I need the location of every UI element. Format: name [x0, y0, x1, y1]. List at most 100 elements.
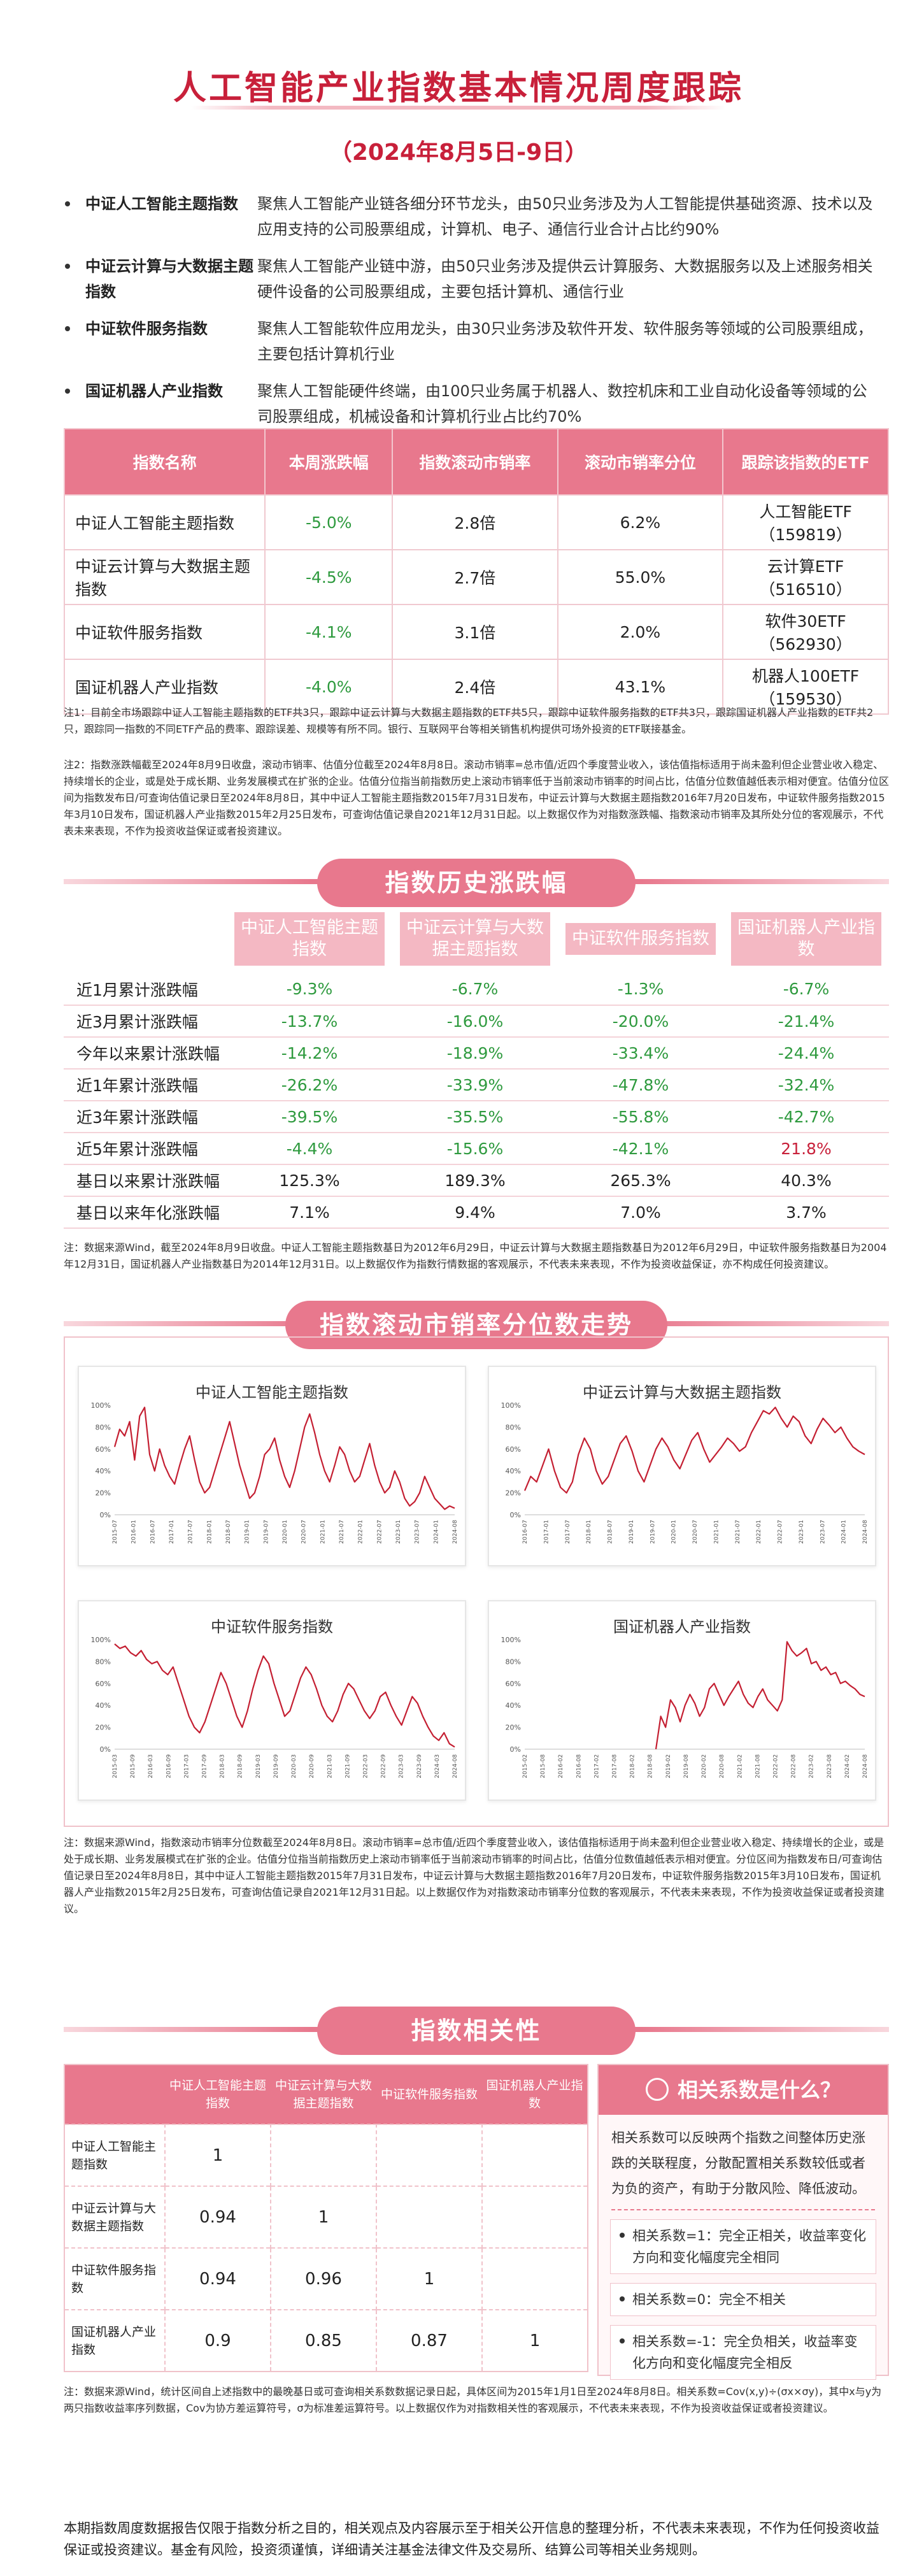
ps-ratio-cell: 2.4倍: [392, 659, 558, 715]
value-cell: 7.1%: [227, 1196, 392, 1229]
x-tick-label: 2024-08: [862, 1754, 869, 1778]
table-row: 近1年累计涨跌幅 -26.2% -33.9% -47.8% -32.4%: [64, 1069, 889, 1101]
correlation-cell: 1: [165, 2124, 271, 2186]
table-row: 近1月累计涨跌幅 -9.3% -6.7% -1.3% -6.7%: [64, 973, 889, 1006]
x-tick-label: 2018-01: [206, 1520, 213, 1544]
x-tick-label: 2024-08: [862, 1520, 869, 1544]
y-tick-label: 0%: [100, 1511, 111, 1519]
description-name: 中证软件服务指数: [85, 320, 208, 338]
chart-title: 中证人工智能主题指数: [195, 1384, 348, 1401]
y-tick-label: 80%: [506, 1423, 521, 1431]
y-tick-label: 100%: [501, 1401, 521, 1410]
value-cell: -15.6%: [392, 1133, 558, 1165]
x-tick-label: 2018-09: [238, 1754, 244, 1778]
value-cell: -24.4%: [723, 1037, 889, 1070]
row-label: 近1月累计涨跌幅: [64, 973, 227, 1006]
footer-disclaimer: 本期指数周度数据报告仅限于指数分析之目的，相关观点及内容展示至于相关公开信息的整…: [64, 2521, 879, 2558]
column-header: 跟踪该指数的ETF: [722, 428, 889, 496]
x-tick-label: 2018-02: [630, 1754, 636, 1778]
column-header-label: 中证云计算与大数据主题指数: [400, 912, 550, 966]
column-header: 中证云计算与大数据主题指数: [271, 2064, 376, 2124]
x-tick-label: 2022-01: [358, 1520, 364, 1544]
x-tick-label: 2021-07: [735, 1520, 741, 1544]
trend-charts-area: 中证人工智能主题指数 100% 80% 60% 40% 20% 0% 2015-07 2016…: [64, 1336, 889, 1827]
x-tick-label: 2015-07: [112, 1520, 118, 1544]
bullet-icon: [65, 264, 70, 269]
y-tick-label: 20%: [506, 1724, 521, 1732]
x-tick-label: 2020-09: [309, 1754, 315, 1778]
history-table-body: 近1月累计涨跌幅 -9.3% -6.7% -1.3% -6.7% 近3月累计涨跌幅 -13.…: [64, 973, 889, 1229]
row-label: 国证机器人产业指数: [64, 2309, 166, 2372]
x-tick-label: 2017-01: [543, 1520, 550, 1544]
etf-code: （159819）: [759, 526, 852, 544]
etf-code: （516510）: [759, 580, 852, 599]
x-tick-label: 2016-02: [558, 1754, 564, 1778]
y-tick-label: 40%: [96, 1701, 111, 1710]
value-cell: -14.2%: [227, 1037, 392, 1070]
value-cell: -42.7%: [723, 1101, 889, 1133]
x-tick-label: 2021-03: [327, 1754, 333, 1778]
x-tick-label: 2023-07: [820, 1520, 826, 1544]
x-tick-label: 2021-09: [345, 1754, 351, 1778]
x-tick-label: 2021-01: [320, 1520, 326, 1544]
x-tick-label: 2016-01: [131, 1520, 138, 1544]
correlation-explainer: 相关系数是什么？ 相关系数可以反映两个指数之间整体历史涨跌的关联程度，分散配置相…: [597, 2064, 889, 2380]
table-row: 中证软件服务指数 -4.1% 3.1倍 2.0% 软件30ETF （562930）: [63, 604, 889, 660]
x-tick-label: 2020-08: [719, 1754, 725, 1778]
x-tick-label: 2018-07: [225, 1520, 232, 1544]
table-row: 基日以来年化涨跌幅 7.1% 9.4% 7.0% 3.7%: [64, 1196, 889, 1229]
y-tick-label: 80%: [96, 1423, 111, 1431]
chart-panel-cloud: 中证云计算与大数据主题指数 100% 80% 60% 40% 20% 0% 2016-07 2…: [488, 1366, 876, 1566]
description-item: 中证软件服务指数 聚焦人工智能软件应用龙头，由30只业务涉及软件开发、软件服务等…: [65, 316, 888, 367]
x-tick-label: 2022-09: [381, 1754, 387, 1778]
value-cell: -35.5%: [392, 1101, 558, 1133]
description-text: 聚焦人工智能软件应用龙头，由30只业务涉及软件开发、软件服务等领域的公司股票组成…: [257, 320, 873, 363]
explainer-point: 相关系数=-1：完全负相关，收益率变化方向和变化幅度完全相反: [610, 2325, 876, 2380]
etf-code: （159530）: [759, 690, 852, 708]
x-tick-label: 2019-07: [263, 1520, 269, 1544]
column-header: 中证软件服务指数: [376, 2064, 482, 2124]
x-tick-label: 2023-09: [416, 1754, 423, 1778]
row-label: 中证人工智能主题指数: [64, 2124, 166, 2186]
x-tick-label: 2016-09: [166, 1754, 172, 1778]
overview-note-1: 注1：目前全市场跟踪中证人工智能主题指数的ETF共3只，跟踪中证云计算与大数据主…: [64, 706, 874, 735]
index-description-list: 中证人工智能主题指数 聚焦人工智能产业链各细分环节龙头，由50只业务涉及为人工智…: [65, 191, 888, 441]
y-tick-label: 40%: [506, 1701, 521, 1710]
x-tick-label: 2024-08: [452, 1520, 458, 1544]
explainer-title: 相关系数是什么？: [677, 2078, 841, 2102]
y-tick-label: 80%: [96, 1657, 111, 1666]
table-row: 中证云计算与大数据主题指数 0.94 1: [64, 2186, 588, 2248]
value-cell: 3.7%: [723, 1196, 889, 1229]
x-tick-label: 2016-07: [522, 1520, 529, 1544]
x-tick-label: 2020-01: [671, 1520, 678, 1544]
row-label: 近1年累计涨跌幅: [64, 1069, 227, 1101]
row-label: 近5年累计涨跌幅: [64, 1133, 227, 1165]
row-label: 今年以来累计涨跌幅: [64, 1037, 227, 1070]
x-tick-label: 2019-09: [273, 1754, 280, 1778]
ps-percentile-cell: 43.1%: [557, 659, 724, 715]
x-tick-label: 2022-02: [772, 1754, 779, 1778]
x-tick-label: 2024-02: [844, 1754, 851, 1778]
correlation-cell: [482, 2124, 588, 2186]
x-tick-label: 2020-07: [301, 1520, 308, 1544]
x-tick-label: 2022-07: [778, 1520, 784, 1544]
correlation-cell: 0.96: [271, 2247, 377, 2310]
weekly-change-cell: -4.5%: [264, 549, 394, 605]
column-header-label: 中证人工智能主题指数: [234, 912, 385, 966]
y-tick-label: 40%: [96, 1467, 111, 1475]
x-tick-label: 2021-02: [737, 1754, 743, 1778]
value-cell: -55.8%: [558, 1101, 723, 1133]
description-item: 中证云计算与大数据主题指数 聚焦人工智能产业链中游，由50只业务涉及提供云计算服…: [65, 254, 888, 304]
chart-title: 国证机器人产业指数: [613, 1618, 751, 1636]
table-row: 中证人工智能主题指数 -5.0% 2.8倍 6.2% 人工智能ETF （15981…: [63, 494, 889, 550]
x-tick-label: 2017-07: [188, 1520, 194, 1544]
weekly-change-cell: -4.1%: [264, 604, 394, 660]
value-cell: -21.4%: [723, 1005, 889, 1038]
chart-panel-robot: 国证机器人产业指数 100% 80% 60% 40% 20% 0% 2015-02 2015-…: [488, 1600, 876, 1801]
etf-name: 机器人100ETF: [752, 667, 860, 685]
table-row: 今年以来累计涨跌幅 -14.2% -18.9% -33.4% -24.4%: [64, 1037, 889, 1070]
value-cell: -47.8%: [558, 1069, 723, 1101]
value-cell: -13.7%: [227, 1005, 392, 1038]
x-tick-label: 2019-08: [683, 1754, 690, 1778]
